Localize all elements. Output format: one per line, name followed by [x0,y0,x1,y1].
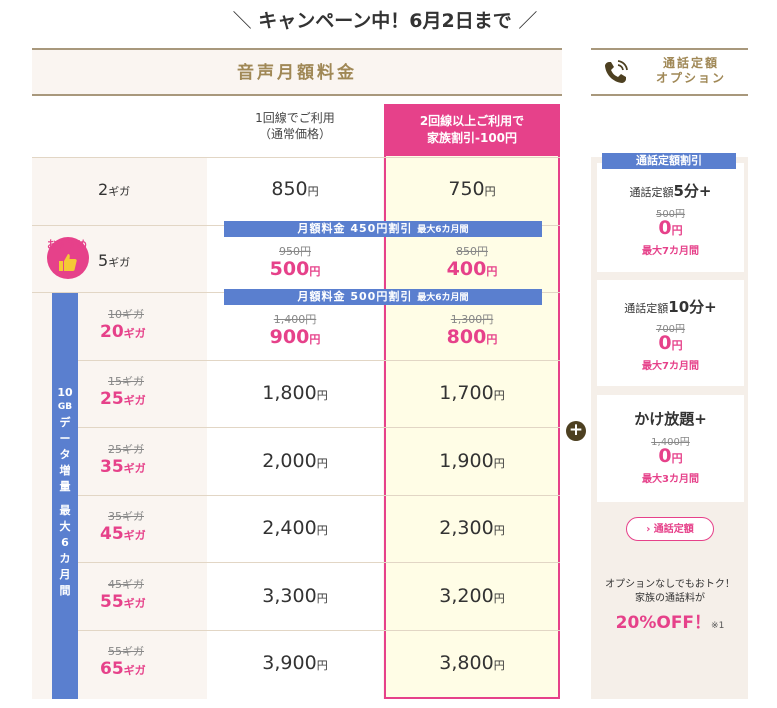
side-bar-data-increase: データ増量 [59,416,71,493]
campaign-text: キャンペーン中！6月2日まで [258,10,512,32]
family-price-5giga: 400円 [446,258,498,280]
normal-price-55giga: 3,300円 [262,585,328,607]
plan-label-45giga: 45ギガ [100,524,146,544]
normal-price-column [207,157,383,699]
family-price-55giga: 3,200円 [439,585,505,607]
row-divider [78,495,560,496]
call-option-link-label: 通話定額 [653,524,694,535]
option-old-price-10min: 700円 [655,324,686,335]
plan-old-label-35giga: 25ギガ [108,443,144,456]
row-divider [78,427,560,428]
plan-label-65giga: 65ギガ [100,659,146,679]
option-period-5min: 最大7カ月間 [642,246,699,257]
normal-old-price-5giga: 950円 [279,245,311,258]
option-old-price-5min: 500円 [655,209,686,220]
column-header-normal: 1回線でご利用 （通常価格） [207,110,383,142]
option-title: 通話定額 オプション [636,56,746,86]
monthly-fee-title: 音声月額料金 [237,63,357,83]
discount-percentage: 20%OFF！※1 [615,613,725,633]
note-line2: 家族の通話料が [635,593,705,604]
family-price-column [384,104,560,699]
note-line1: オプションなしでもおトク！ [605,579,735,590]
monthly-fee-header [32,48,562,96]
normal-price-35giga: 2,000円 [262,450,328,472]
option-title-line1: 通話定額 [662,56,719,70]
slash-left: ＼ [232,10,252,32]
row-divider [78,630,560,631]
option-price-unlimited: 0円 [658,445,683,467]
column-header-family: 2回線以上ご利用で 家族割引-100円 [384,104,560,156]
plan-old-label-25giga: 15ギガ [108,375,144,388]
normal-price-45giga: 2,400円 [262,517,328,539]
option-name-unlimited: かけ放題+ [634,410,707,428]
plan-label-55giga: 55ギガ [100,592,146,612]
slash-right: ／ [518,10,538,32]
family-price-25giga: 1,700円 [439,382,505,404]
normal-price-2giga: 850円 [271,178,319,200]
plan-old-label-65giga: 55ギガ [108,645,144,658]
call-option-link-button[interactable]: › 通話定額 [626,517,714,541]
plus-icon: + [566,421,586,441]
family-price-2giga: 750円 [448,178,496,200]
chevron-right-icon: › [646,524,651,535]
plan-label-25giga: 25ギガ [100,389,146,409]
discount-banner-450: 月額料金 450円割引 最大6カ月間 [224,221,542,237]
column-normal-line1: 1回線でご利用 [255,111,335,125]
normal-old-price-20giga: 1,400円 [273,313,317,326]
recommend-badge-text: おすすめ [47,240,87,251]
row-divider [78,360,560,361]
family-old-price-20giga: 1,300円 [450,313,494,326]
option-card-5min [597,163,744,272]
thumbs-up-icon [59,254,77,271]
phone-icon [605,60,628,83]
option-name-5min: 通話定額5分+ [629,182,712,200]
family-price-35giga: 1,900円 [439,450,505,472]
option-discount-tag: 通話定額割引 [602,153,736,169]
option-period-unlimited: 最大3カ月間 [642,474,699,485]
plan-label-2giga: 2ギガ [98,180,131,199]
normal-price-20giga: 900円 [269,326,321,348]
campaign-banner: ＼ キャンペーン中！6月2日まで ／ [200,6,570,34]
normal-price-25giga: 1,800円 [262,382,328,404]
data-increase-bar: 10 GB データ増量 最大6カ月間 [52,293,78,699]
plan-old-label-55giga: 45ギガ [108,578,144,591]
option-title-line2: オプション [655,71,726,85]
family-old-price-5giga: 850円 [456,245,488,258]
plan-label-20giga: 20ギガ [100,322,146,342]
column-family-line1: 2回線以上ご利用で [419,114,525,128]
normal-price-5giga: 500円 [269,258,321,280]
plan-old-label-45giga: 35ギガ [108,510,144,523]
normal-price-65giga: 3,900円 [262,652,328,674]
discount-banner-500: 月額料金 500円割引 最大6カ月間 [224,289,542,305]
option-price-10min: 0円 [658,332,683,354]
row-divider [32,157,560,158]
side-bar-10: 10 [57,386,73,399]
option-card-10min [597,280,744,386]
family-discount-note: オプションなしでもおトク！ 家族の通話料が [592,578,748,606]
plan-old-label-20giga: 10ギガ [108,308,144,321]
option-header [591,48,748,96]
side-bar-gb: GB [57,402,73,412]
column-family-line2: 家族割引-100円 [426,131,518,145]
option-period-10min: 最大7カ月間 [642,361,699,372]
row-divider [78,562,560,563]
family-price-45giga: 2,300円 [439,517,505,539]
option-card-unlimited [597,395,744,502]
family-price-65giga: 3,800円 [439,652,505,674]
option-price-5min: 0円 [658,217,683,239]
column-normal-line2: （通常価格） [258,127,331,141]
option-name-10min: 通話定額10分+ [624,298,717,316]
option-old-price-unlimited: 1,400円 [651,437,690,448]
side-bar-period: 最大6カ月間 [59,504,71,597]
family-price-20giga: 800円 [446,326,498,348]
plan-label-5giga: 5ギガ [98,251,131,270]
plan-label-35giga: 35ギガ [100,457,146,477]
